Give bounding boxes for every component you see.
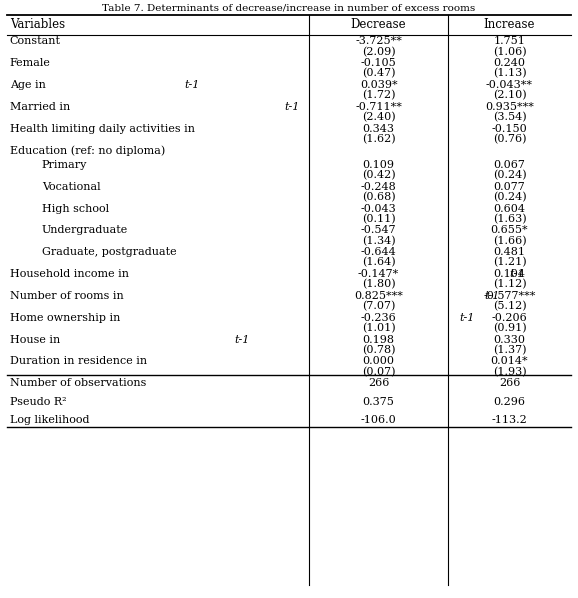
Text: 1.751: 1.751 <box>494 36 525 47</box>
Text: Home ownership in: Home ownership in <box>10 313 124 323</box>
Text: (0.24): (0.24) <box>492 192 527 202</box>
Text: Increase: Increase <box>484 18 535 31</box>
Text: 0.000: 0.000 <box>362 356 395 367</box>
Text: -113.2: -113.2 <box>492 415 527 425</box>
Text: (2.09): (2.09) <box>362 47 395 57</box>
Text: (1.34): (1.34) <box>362 236 395 246</box>
Text: (2.40): (2.40) <box>362 112 395 123</box>
Text: (1.62): (1.62) <box>362 134 395 144</box>
Text: (7.07): (7.07) <box>362 301 395 312</box>
Text: Household income in: Household income in <box>10 269 132 279</box>
Text: (0.91): (0.91) <box>492 323 527 333</box>
Text: t-1: t-1 <box>235 334 250 344</box>
Text: Graduate, postgraduate: Graduate, postgraduate <box>42 247 176 257</box>
Text: 0.109: 0.109 <box>362 160 395 170</box>
Text: -0.206: -0.206 <box>492 313 527 323</box>
Text: Variables: Variables <box>10 18 65 31</box>
Text: (0.76): (0.76) <box>493 134 526 144</box>
Text: 0.604: 0.604 <box>494 203 525 213</box>
Text: (1.63): (1.63) <box>492 213 527 224</box>
Text: -0.043**: -0.043** <box>486 80 533 90</box>
Text: -0.236: -0.236 <box>361 313 397 323</box>
Text: Pseudo R²: Pseudo R² <box>10 396 66 407</box>
Text: (0.47): (0.47) <box>362 68 395 79</box>
Text: t-1: t-1 <box>460 313 475 323</box>
Text: (1.64): (1.64) <box>362 257 395 268</box>
Text: (1.37): (1.37) <box>493 344 526 355</box>
Text: Health limiting daily activities in: Health limiting daily activities in <box>10 124 198 134</box>
Text: 0.655*: 0.655* <box>491 225 528 236</box>
Text: t-1: t-1 <box>509 269 525 279</box>
Text: Duration in residence in: Duration in residence in <box>10 356 150 367</box>
Text: 0.296: 0.296 <box>494 396 525 407</box>
Text: Constant: Constant <box>10 36 61 47</box>
Text: (1.80): (1.80) <box>362 279 395 289</box>
Text: Female: Female <box>10 59 51 68</box>
Text: -0.248: -0.248 <box>361 182 397 192</box>
Text: -0.043: -0.043 <box>361 203 397 213</box>
Text: 266: 266 <box>368 378 389 388</box>
Text: 0.825***: 0.825*** <box>354 291 403 301</box>
Text: Education (ref: no diploma): Education (ref: no diploma) <box>10 145 165 156</box>
Text: (1.13): (1.13) <box>492 68 527 79</box>
Text: (0.68): (0.68) <box>362 192 395 202</box>
Text: 0.375: 0.375 <box>362 396 395 407</box>
Text: Number of observations: Number of observations <box>10 378 146 388</box>
Text: 0.014*: 0.014* <box>491 356 528 367</box>
Text: (1.66): (1.66) <box>492 236 527 246</box>
Text: -0.711**: -0.711** <box>355 102 402 112</box>
Text: Table 7. Determinants of decrease/increase in number of excess rooms: Table 7. Determinants of decrease/increa… <box>102 4 476 13</box>
Text: 0.198: 0.198 <box>362 334 395 344</box>
Text: t-1: t-1 <box>284 102 300 112</box>
Text: Primary: Primary <box>42 160 87 170</box>
Text: (0.24): (0.24) <box>492 170 527 181</box>
Text: Log likelihood: Log likelihood <box>10 415 90 425</box>
Text: -0.147*: -0.147* <box>358 269 399 279</box>
Text: (1.93): (1.93) <box>492 367 527 377</box>
Text: (0.07): (0.07) <box>362 367 395 377</box>
Text: (1.72): (1.72) <box>362 90 395 100</box>
Text: Undergraduate: Undergraduate <box>42 225 128 236</box>
Text: 0.067: 0.067 <box>494 160 525 170</box>
Text: (1.12): (1.12) <box>492 279 527 289</box>
Text: -0.644: -0.644 <box>361 247 397 257</box>
Text: High school: High school <box>42 203 109 213</box>
Text: -106.0: -106.0 <box>361 415 397 425</box>
Text: (0.78): (0.78) <box>362 344 395 355</box>
Text: (5.12): (5.12) <box>492 301 527 312</box>
Text: House in: House in <box>10 334 64 344</box>
Text: -0.105: -0.105 <box>361 59 397 68</box>
Text: 0.240: 0.240 <box>494 59 525 68</box>
Text: (0.42): (0.42) <box>362 170 395 181</box>
Text: t-1: t-1 <box>484 291 499 301</box>
Text: -0.577***: -0.577*** <box>483 291 536 301</box>
Text: (3.54): (3.54) <box>492 112 527 123</box>
Text: 0.343: 0.343 <box>362 124 395 134</box>
Text: 0.077: 0.077 <box>494 182 525 192</box>
Text: t-1: t-1 <box>184 80 200 90</box>
Text: (1.01): (1.01) <box>362 323 395 333</box>
Text: 0.039*: 0.039* <box>360 80 398 90</box>
Text: Number of rooms in: Number of rooms in <box>10 291 127 301</box>
Text: 0.104: 0.104 <box>494 269 525 279</box>
Text: 0.330: 0.330 <box>494 334 525 344</box>
Text: Decrease: Decrease <box>351 18 406 31</box>
Text: (1.21): (1.21) <box>492 257 527 268</box>
Text: 0.481: 0.481 <box>494 247 525 257</box>
Text: 266: 266 <box>499 378 520 388</box>
Text: (2.10): (2.10) <box>492 90 527 100</box>
Text: (1.06): (1.06) <box>492 47 527 57</box>
Text: -0.150: -0.150 <box>492 124 527 134</box>
Text: (0.11): (0.11) <box>362 213 395 224</box>
Text: Age in: Age in <box>10 80 49 90</box>
Text: Vocational: Vocational <box>42 182 100 192</box>
Text: 0.935***: 0.935*** <box>485 102 534 112</box>
Text: -0.547: -0.547 <box>361 225 397 236</box>
Text: Married in: Married in <box>10 102 73 112</box>
Text: -3.725**: -3.725** <box>355 36 402 47</box>
